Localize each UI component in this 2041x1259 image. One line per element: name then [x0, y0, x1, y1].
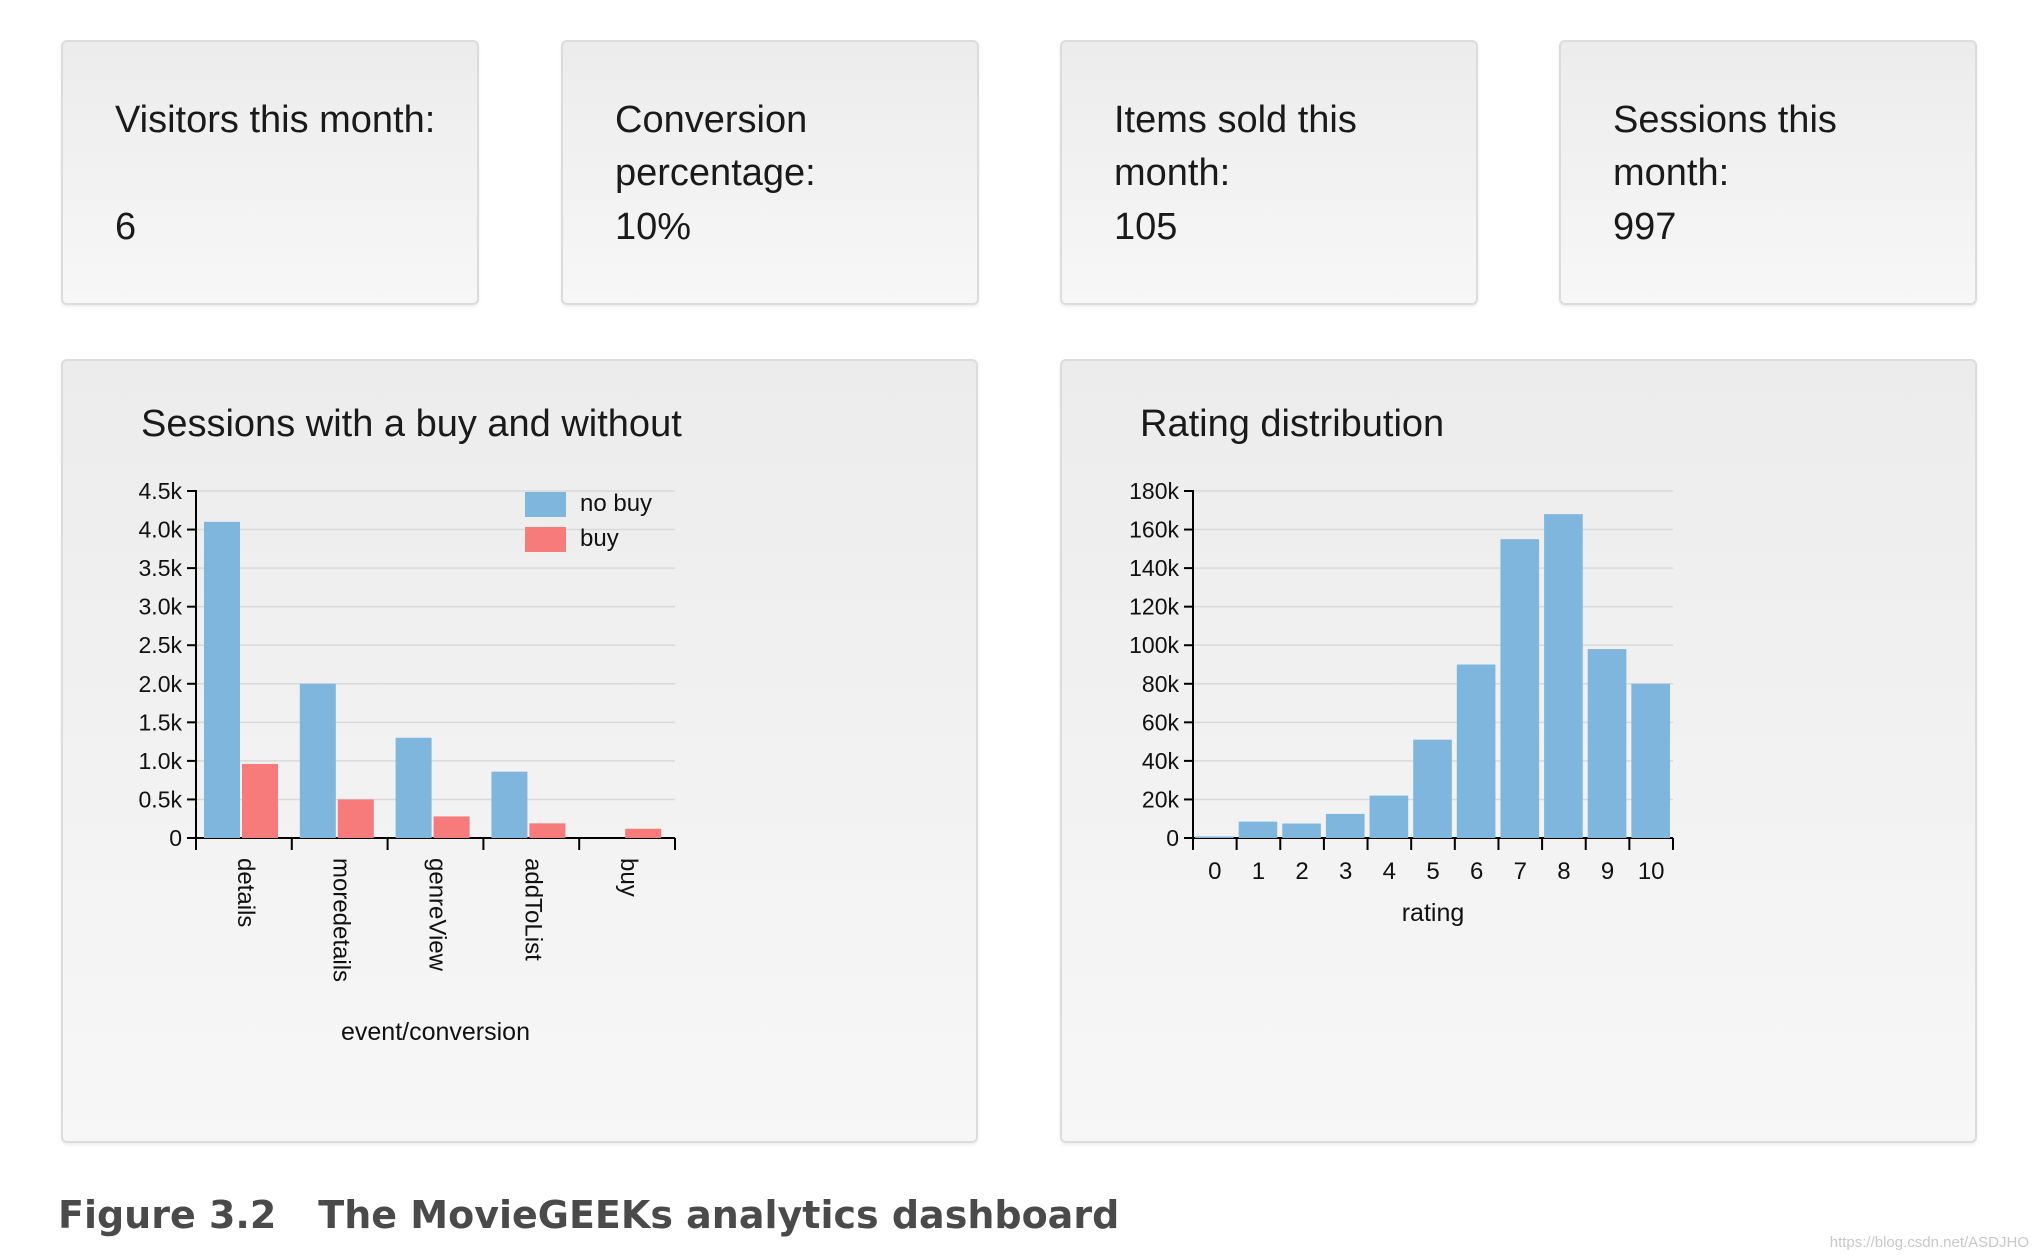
bar-no-buy [395, 737, 432, 838]
y-tick-label: 2.5k [139, 632, 183, 658]
bar-rating [1631, 683, 1670, 838]
x-tick-label: 6 [1470, 858, 1483, 885]
stat-card-sessions: Sessions this month: 997 [1559, 40, 1977, 305]
bar-no-buy [491, 771, 528, 838]
y-tick-label: 80k [1142, 671, 1180, 697]
y-tick-label: 0 [169, 825, 182, 851]
x-tick-label: buy [615, 858, 642, 897]
stat-card-visitors: Visitors this month: 6 [61, 40, 479, 305]
bar-no-buy [204, 521, 240, 838]
chart-card-sessions: Sessions with a buy and without 0 0.5k 1.0… [61, 359, 978, 1143]
stat-value: 997 [1613, 206, 1677, 248]
x-tick-label: details [232, 858, 259, 927]
stat-label: Conversion percentage: [615, 99, 816, 194]
bar-rating [1587, 649, 1627, 838]
figure-number: Figure 3.2 [58, 1193, 277, 1237]
bar-no-buy [299, 683, 336, 838]
bar-buy [433, 816, 470, 838]
bar-buy [337, 799, 374, 838]
y-tick-label: 60k [1142, 709, 1180, 735]
x-axis-title: rating [1402, 899, 1465, 927]
legend-label: buy [580, 525, 619, 552]
x-tick-label: 1 [1252, 858, 1265, 885]
bar-rating [1325, 813, 1365, 838]
x-tick-label: 3 [1339, 858, 1352, 885]
y-tick-label: 0.5k [139, 786, 183, 812]
chart-title: Rating distribution [1140, 403, 1445, 445]
figure-caption: Figure 3.2 The MovieGEEKs analytics dashb… [58, 1193, 1119, 1237]
x-tick-label: 0 [1208, 858, 1221, 885]
y-tick-label: 3.0k [139, 594, 183, 620]
y-tick-label: 140k [1129, 555, 1179, 581]
watermark: https://blog.csdn.net/ASDJHO [1829, 1234, 2029, 1251]
bar-rating [1544, 514, 1583, 838]
y-tick-label: 20k [1142, 786, 1180, 812]
stat-card-conversion: Conversion percentage: 10% [561, 40, 979, 305]
bar-buy [625, 828, 662, 838]
stat-value: 6 [115, 206, 137, 248]
x-tick-label: 4 [1383, 858, 1396, 885]
x-tick-label: genreView [424, 858, 451, 972]
y-tick-label: 4.5k [139, 478, 183, 504]
y-tick-label: 0 [1166, 825, 1179, 851]
bar-rating [1238, 821, 1278, 838]
y-tick-label: 100k [1129, 632, 1179, 658]
y-tick-label: 40k [1142, 748, 1180, 774]
y-tick-label: 120k [1129, 594, 1179, 620]
y-tick-label: 4.0k [139, 517, 183, 543]
legend-swatch [525, 527, 566, 552]
bar-rating [1369, 795, 1409, 838]
bar-buy [529, 823, 566, 838]
y-tick-label: 2.0k [139, 671, 183, 697]
stat-card-items-sold: Items sold this month: 105 [1060, 40, 1478, 305]
bar-rating [1456, 664, 1496, 838]
sessions-bar-chart: 0 0.5k 1.0k 1.5k 2.0k 2.5k 3.0k 3.5k 4.0k 4.5k det… [139, 478, 676, 1046]
bar-rating [1413, 739, 1452, 838]
x-axis-title: event/conversion [341, 1018, 530, 1046]
bar-buy [242, 763, 278, 838]
y-tick-label: 180k [1129, 478, 1179, 504]
x-tick-label: 10 [1638, 858, 1665, 885]
y-tick-label: 160k [1129, 517, 1179, 543]
y-tick-label: 3.5k [139, 555, 183, 581]
x-tick-label: 9 [1601, 858, 1614, 885]
chart-card-rating: Rating distribution 0 20k 40k 60k 80k 100k 120… [1060, 359, 1977, 1143]
stat-value: 105 [1114, 206, 1178, 248]
figure-title: The MovieGEEKs analytics dashboard [318, 1193, 1120, 1237]
x-tick-label: 8 [1557, 858, 1570, 885]
rating-bar-chart: 0 20k 40k 60k 80k 100k 120k 140k 160k 180k 0 1 2 3 4 5 6… [1129, 478, 1674, 927]
bar-rating [1195, 836, 1234, 838]
x-tick-label: 7 [1514, 858, 1527, 885]
stat-value: 10% [615, 206, 692, 248]
x-tick-label: 5 [1426, 858, 1439, 885]
y-tick-label: 1.0k [139, 748, 183, 774]
bar-rating [1500, 539, 1540, 838]
x-tick-label: moredetails [328, 858, 355, 982]
chart-title: Sessions with a buy and without [141, 403, 682, 445]
y-tick-label: 1.5k [139, 709, 183, 735]
bar-rating [1282, 823, 1321, 838]
x-tick-label: 2 [1295, 858, 1308, 885]
legend-swatch [525, 492, 566, 517]
stat-label: Sessions this month: [1613, 99, 1837, 194]
legend-label: no buy [580, 490, 652, 517]
stat-label: Items sold this month: [1114, 99, 1357, 194]
x-tick-label: addToList [519, 858, 546, 961]
stat-label: Visitors this month: [115, 99, 436, 141]
